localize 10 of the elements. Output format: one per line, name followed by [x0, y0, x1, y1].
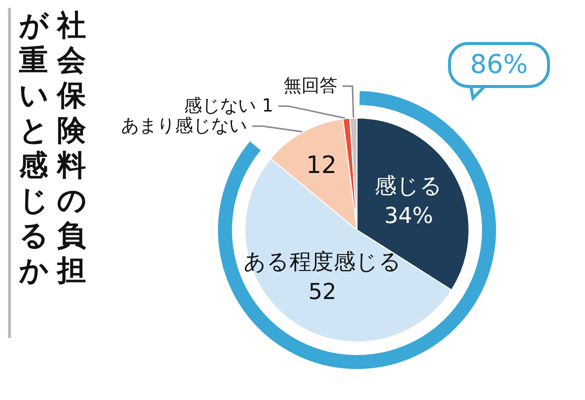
slice-label: 感じない 1: [184, 96, 274, 117]
text: 86%: [448, 42, 550, 88]
slice-label: あまり感じない: [121, 116, 248, 137]
data-label: 52: [308, 280, 336, 306]
data-label: 12: [306, 151, 337, 180]
slice-label: ある程度感じる: [243, 250, 402, 276]
chart-title: 社会保険料の負担が重いと感じるか: [19, 8, 87, 287]
data-label: 34%: [384, 204, 434, 230]
slice-label: 感じる: [374, 174, 443, 200]
slice-label: 無回答: [283, 76, 338, 97]
